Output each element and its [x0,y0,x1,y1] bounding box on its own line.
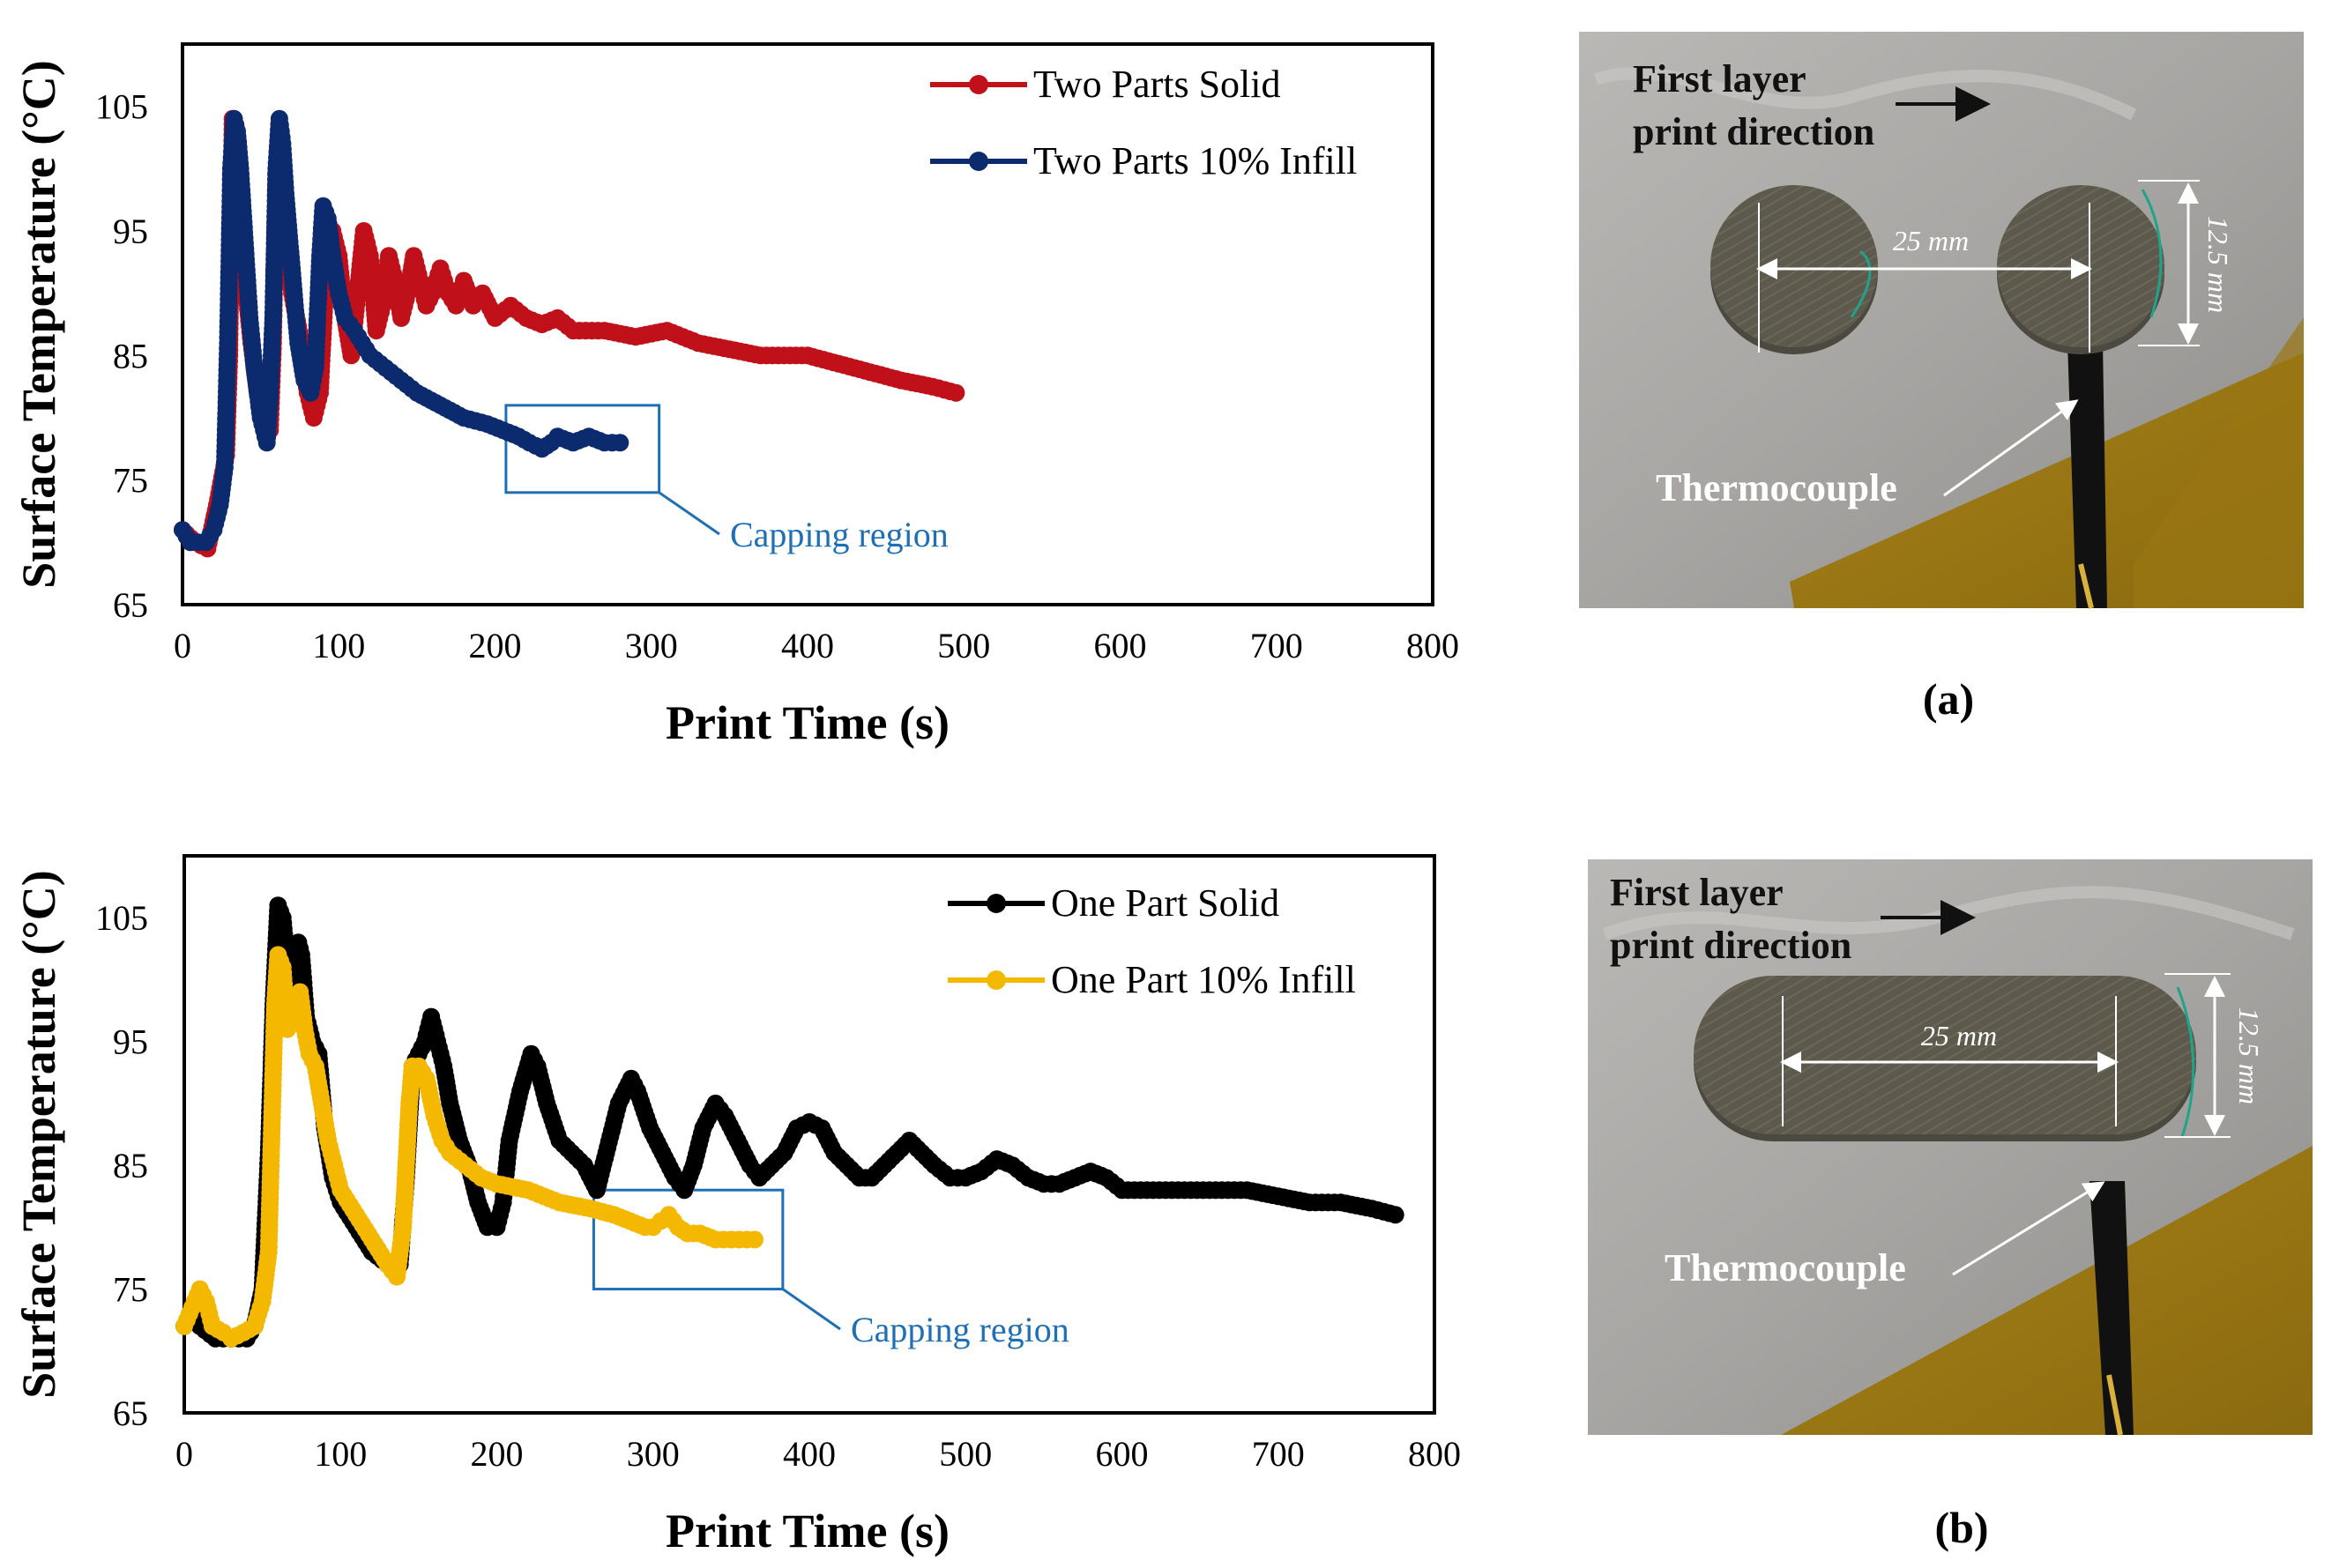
thermocouple-pointer [1943,399,2079,497]
x-tick-labels: 0 100 200 300 400 500 600 700 800 [174,626,1459,665]
photo-b: 25 mm 12.5 mm First layer print directio… [1588,859,2313,1552]
data-point [611,434,629,452]
legend-marker-infill [969,152,988,171]
x-tick-label: 200 [471,1434,524,1474]
part-right [1997,185,2164,347]
x-tick-label: 300 [625,626,678,665]
x-tick-label: 400 [781,626,834,665]
caption-b: (b) [1934,1503,1988,1552]
caption-a: (a) [1923,674,1974,724]
x-tick-label: 500 [937,626,990,665]
capping-region-leader [658,491,720,536]
height-dimension-label: 12.5 mm [2233,1007,2265,1104]
direction-label-line2: print direction [1633,110,1874,153]
x-tick-labels: 0 100 200 300 400 500 600 700 800 [175,1434,1461,1474]
x-tick-label: 700 [1250,626,1303,665]
part-left [1710,185,1878,347]
legend-marker-infill [987,970,1006,990]
filament-strand [2176,986,2195,1138]
series-layer [174,109,965,558]
y-axis-title: Surface Temperature (°C) [12,60,65,588]
thermocouple-braid [2078,563,2094,609]
thermocouple-label: Thermocouple [1665,1246,1906,1289]
capping-region-annotation: Capping region [504,404,949,554]
photo-a: 25 mm 12.5 mm First layer print directio… [1579,32,2304,724]
capping-region-label: Capping region [851,1310,1069,1349]
x-tick-label: 300 [627,1434,680,1474]
x-tick-label: 100 [312,626,365,665]
x-tick-label: 600 [1096,1434,1149,1474]
data-point [947,383,965,402]
y-tick-label: 95 [113,1022,148,1062]
legend-entry-two-parts-infill: Two Parts 10% Infill [930,139,1357,182]
width-dimension-label: 25 mm [1893,225,1969,256]
legend-label-infill: Two Parts 10% Infill [1033,139,1357,182]
thermocouple-braid [2106,1374,2123,1436]
x-tick-label: 100 [314,1434,367,1474]
thermocouple-wire [2089,1181,2134,1435]
thermocouple-pointer [1952,1181,2105,1276]
x-tick-label: 800 [1406,626,1459,665]
plot-area [183,854,1436,1415]
y-tick-label: 85 [113,336,148,375]
x-tick-label: 700 [1252,1434,1305,1474]
legend-label-solid: One Part Solid [1051,881,1279,925]
y-tick-labels: 65 75 85 95 105 [95,898,148,1433]
legend: One Part Solid One Part 10% Infill [948,881,1356,1001]
capping-region-label: Capping region [730,515,949,554]
capping-region-box [504,404,661,494]
legend-label-infill: One Part 10% Infill [1051,958,1356,1001]
legend-marker-solid [969,75,988,94]
x-axis-title: Print Time (s) [666,1505,950,1557]
bed-residue [1593,67,2137,121]
y-tick-labels: 65 75 85 95 105 [95,87,148,625]
y-tick-label: 75 [113,461,148,501]
direction-label-line1: First layer [1633,57,1806,100]
chart-one-part: 65 75 85 95 105 0 100 200 300 400 500 600 700 800 Ca… [12,854,1461,1557]
series-layer [175,896,1404,1348]
legend: Two Parts Solid Two Parts 10% Infill [930,63,1357,182]
chart-two-parts: 65 75 85 95 105 0 100 200 300 400 500 600 700 800 Ca… [12,42,1459,749]
y-tick-label: 65 [113,1393,148,1433]
width-dimension-label: 25 mm [1921,1020,1997,1052]
y-tick-label: 85 [113,1146,148,1185]
data-point [1386,1206,1404,1224]
x-tick-label: 0 [175,1434,193,1474]
y-tick-label: 95 [113,212,148,251]
legend-label-solid: Two Parts Solid [1033,63,1281,106]
x-tick-label: 500 [939,1434,992,1474]
filament-strand [2141,189,2163,318]
y-tick-label: 75 [113,1270,148,1310]
kapton-tape-edge [2134,317,2304,608]
data-point [745,1230,764,1249]
part-one [1694,976,2196,1134]
x-tick-label: 0 [174,626,191,665]
direction-label-line2: print direction [1610,924,1851,967]
y-tick-label: 105 [95,87,148,127]
legend-entry-two-parts-solid: Two Parts Solid [930,63,1281,106]
x-axis-title: Print Time (s) [666,696,950,749]
x-tick-label: 600 [1094,626,1147,665]
legend-marker-solid [987,894,1006,913]
y-tick-label: 65 [113,585,148,625]
x-tick-label: 800 [1408,1434,1461,1474]
y-tick-label: 105 [95,898,148,938]
height-dimension-label: 12.5 mm [2202,216,2234,313]
x-tick-label: 200 [469,626,522,665]
capping-region-leader [782,1288,841,1331]
plot-area [181,42,1434,606]
y-axis-title: Surface Temperature (°C) [12,870,65,1398]
x-tick-label: 400 [783,1434,836,1474]
series-markers-1 [174,109,629,552]
legend-entry-one-part-infill: One Part 10% Infill [948,958,1356,1001]
direction-label-line1: First layer [1610,871,1784,914]
thermocouple-label: Thermocouple [1656,466,1897,509]
series-markers-1 [175,946,764,1348]
kapton-tape [1781,1146,2313,1435]
legend-entry-one-part-solid: One Part Solid [948,881,1279,925]
